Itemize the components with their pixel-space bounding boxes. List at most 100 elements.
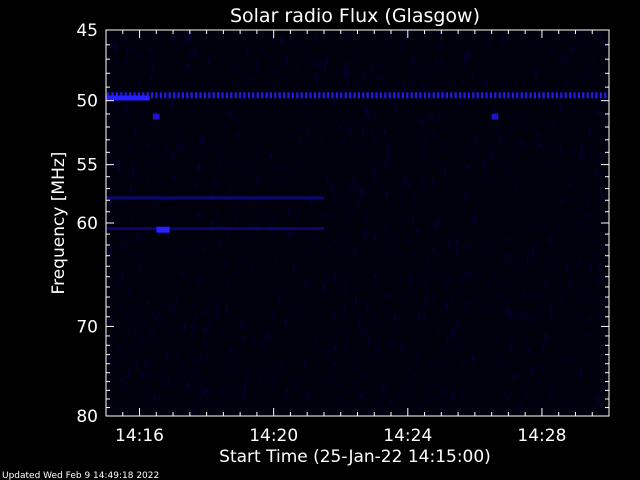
noise-pixel	[526, 338, 529, 343]
noise-pixel	[150, 327, 153, 333]
noise-pixel	[374, 350, 377, 357]
noise-pixel	[528, 348, 531, 354]
y-axis: 45 50 55 60 70 80	[76, 21, 609, 427]
noise-pixel	[349, 128, 352, 135]
noise-pixel	[228, 357, 231, 361]
noise-pixel	[530, 315, 533, 323]
noise-pixel	[348, 69, 351, 77]
noise-pixel	[605, 113, 608, 119]
noise-pixel	[382, 261, 385, 265]
noise-pixel	[271, 102, 274, 108]
noise-pixel	[559, 296, 562, 300]
noise-pixel	[582, 78, 585, 85]
band-pixel	[335, 92, 338, 99]
noise-pixel	[127, 109, 130, 114]
noise-pixel	[425, 298, 428, 306]
noise-pixel	[315, 239, 318, 243]
noise-pixel	[271, 168, 274, 171]
band-pixel	[542, 92, 545, 99]
noise-pixel	[444, 383, 447, 390]
band-pixel	[595, 92, 598, 99]
noise-pixel	[337, 66, 339, 71]
noise-pixel	[244, 164, 247, 167]
noise-pixel	[436, 360, 439, 368]
noise-pixel	[398, 197, 401, 206]
noise-pixel	[109, 103, 112, 106]
noise-pixel	[137, 81, 140, 85]
noise-pixel	[461, 286, 464, 294]
noise-pixel	[428, 113, 431, 120]
noise-pixel	[315, 34, 318, 42]
noise-pixel	[448, 238, 451, 247]
noise-pixel	[334, 240, 337, 243]
noise-pixel	[465, 192, 468, 197]
noise-pixel	[330, 181, 333, 190]
noise-pixel	[276, 69, 278, 73]
noise-pixel	[407, 238, 410, 243]
noise-pixel	[569, 198, 572, 201]
noise-pixel	[345, 33, 348, 40]
noise-pixel	[399, 281, 402, 284]
band-pixel	[181, 92, 184, 99]
noise-pixel	[458, 345, 461, 349]
band-pixel	[489, 92, 492, 99]
noise-pixel	[543, 185, 546, 193]
noise-pixel	[218, 243, 221, 249]
noise-pixel	[589, 192, 592, 196]
noise-pixel	[565, 168, 567, 175]
noise-pixel	[585, 225, 588, 230]
band-pixel	[318, 92, 321, 99]
noise-pixel	[310, 196, 313, 204]
noise-pixel	[112, 123, 115, 128]
band-pixel	[419, 92, 422, 99]
noise-pixel	[108, 249, 111, 256]
noise-pixel	[333, 194, 336, 198]
noise-pixel	[301, 162, 304, 168]
noise-pixel	[236, 270, 239, 274]
noise-pixel	[256, 109, 259, 115]
band-pixel	[340, 92, 343, 99]
noise-pixel	[329, 337, 332, 342]
noise-pixel	[174, 128, 177, 131]
noise-pixel	[452, 392, 454, 399]
noise-pixel	[106, 215, 109, 218]
blob-5	[152, 113, 160, 120]
noise-pixel	[589, 333, 591, 337]
noise-pixel	[426, 70, 429, 77]
noise-pixel	[491, 193, 494, 197]
noise-pixel	[444, 389, 447, 397]
noise-pixel	[521, 258, 524, 264]
noise-pixel	[273, 84, 276, 89]
noise-pixel	[430, 64, 433, 68]
noise-pixel	[374, 158, 377, 162]
noise-pixel	[190, 44, 193, 47]
noise-pixel	[411, 380, 414, 387]
noise-pixel	[218, 407, 221, 413]
noise-pixel	[433, 296, 435, 301]
noise-pixel	[571, 175, 574, 180]
noise-pixel	[462, 196, 465, 199]
band-pixel	[256, 92, 259, 99]
noise-pixel	[546, 79, 549, 83]
noise-pixel	[374, 273, 377, 279]
noise-pixel	[492, 273, 495, 279]
noise-pixel	[294, 231, 297, 235]
noise-pixel	[517, 373, 520, 378]
noise-pixel	[203, 387, 206, 395]
noise-pixel	[349, 212, 352, 219]
noise-pixel	[403, 177, 406, 184]
noise-pixel	[153, 395, 156, 402]
noise-pixel	[466, 53, 469, 61]
noise-pixel	[119, 213, 122, 217]
band-pixel	[379, 92, 382, 99]
band-pixel	[437, 92, 440, 99]
noise-pixel	[344, 285, 347, 290]
noise-pixel	[143, 322, 146, 325]
noise-pixel	[365, 214, 367, 221]
noise-pixel	[427, 386, 430, 393]
noise-pixel	[515, 181, 518, 189]
noise-pixel	[521, 142, 524, 149]
noise-pixel	[210, 220, 213, 227]
noise-pixel	[586, 261, 589, 266]
noise-pixel	[516, 122, 519, 126]
